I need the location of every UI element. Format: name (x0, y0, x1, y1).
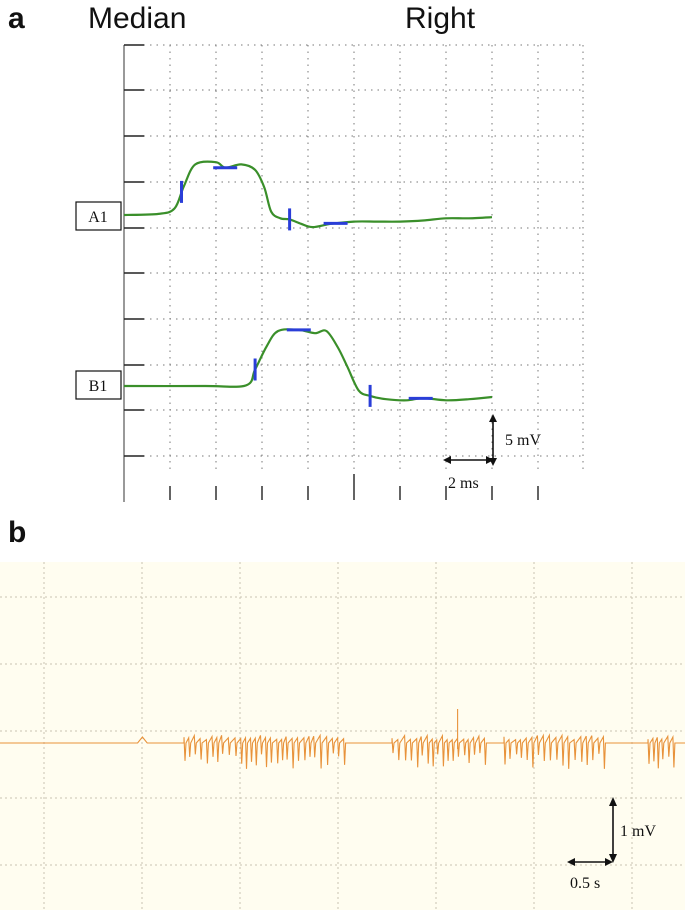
panel-a-letter: a (8, 2, 25, 35)
trace-a1-label: A1 (88, 209, 108, 226)
panel-b-scale-x-label: 0.5 s (570, 875, 600, 892)
panel-a-header-right: Right (405, 2, 476, 35)
panel-a-scale-x-label: 2 ms (448, 475, 479, 492)
panel-b-grid (0, 562, 685, 910)
panel-b-background (0, 562, 685, 910)
panel-b-trace (0, 733, 685, 769)
panel-a-scale-y-label: 5 mV (505, 432, 541, 449)
trace-b1-label-box (75, 370, 122, 400)
panel-a-grid (123, 44, 584, 502)
marker-group (180, 166, 433, 407)
panel-a-scale-bar (443, 414, 497, 466)
trace-a1-line (123, 160, 493, 229)
panel-a-header-left: Median (88, 2, 186, 35)
panel-b-scale-bar (567, 797, 617, 866)
panel-b-scale-y-label: 1 mV (620, 823, 656, 840)
trace-a1-label-box (75, 201, 122, 231)
trace-b1-label: B1 (89, 378, 108, 395)
panel-b-letter: b (8, 516, 26, 549)
